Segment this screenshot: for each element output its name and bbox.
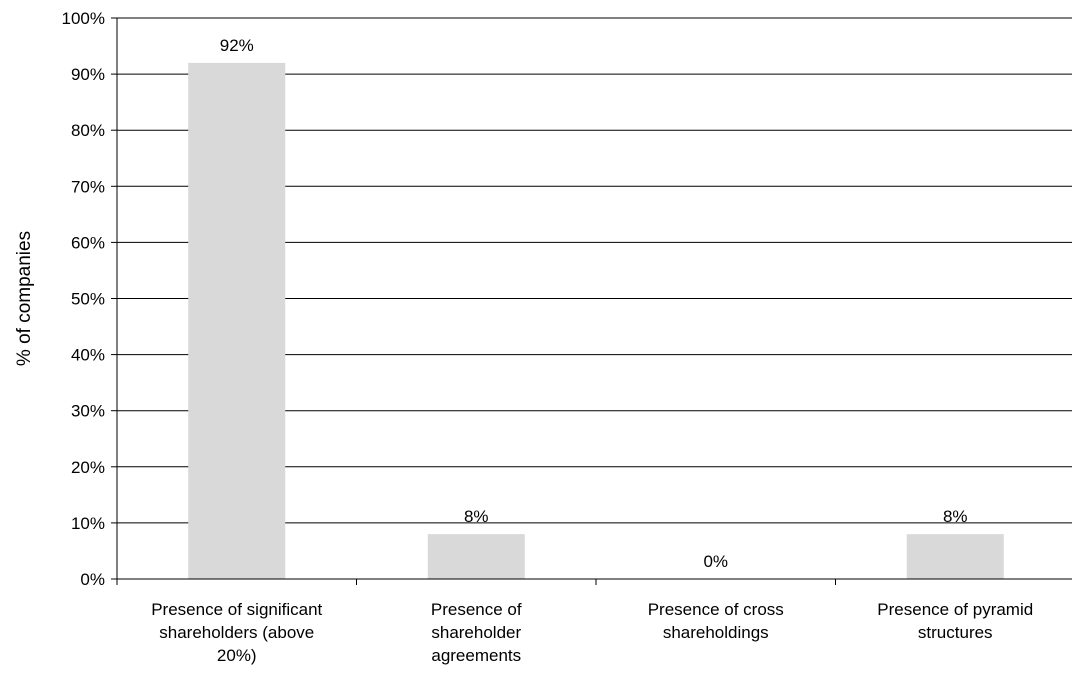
- bar: [188, 62, 286, 579]
- y-tick-label: 0%: [80, 570, 105, 589]
- category-labels: Presence of significant shareholders (abo…: [151, 600, 1033, 665]
- y-tick-label: 90%: [71, 65, 105, 84]
- y-tick-label: 10%: [71, 514, 105, 533]
- bars: [188, 62, 1004, 579]
- y-tick-label: 30%: [71, 402, 105, 421]
- axes: [111, 17, 1072, 585]
- y-tick-label: 20%: [71, 458, 105, 477]
- bar: [906, 534, 1004, 579]
- category-label: Presence of cross shareholdings: [648, 600, 784, 642]
- data-labels: 92% 8% 0% 8%: [220, 36, 968, 571]
- y-tick-label: 100%: [62, 9, 105, 28]
- y-tick-label: 80%: [71, 121, 105, 140]
- category-label: Presence of pyramid structures: [877, 600, 1033, 642]
- y-axis-title: % of companies: [14, 231, 35, 366]
- bar: [427, 534, 525, 579]
- data-label: 8%: [464, 507, 489, 526]
- y-tick-labels: 0% 10% 20% 30% 40% 50% 60% 70% 80% 90% 100%: [62, 9, 105, 589]
- category-label: Presence of significant shareholders (abo…: [151, 600, 322, 665]
- data-label: 8%: [943, 507, 968, 526]
- data-label: 0%: [703, 552, 728, 571]
- y-tick-label: 70%: [71, 177, 105, 196]
- data-label: 92%: [220, 36, 254, 55]
- y-tick-label: 60%: [71, 233, 105, 252]
- category-label: Presence of shareholder agreements: [431, 600, 522, 665]
- y-tick-label: 40%: [71, 346, 105, 365]
- y-tick-label: 50%: [71, 290, 105, 309]
